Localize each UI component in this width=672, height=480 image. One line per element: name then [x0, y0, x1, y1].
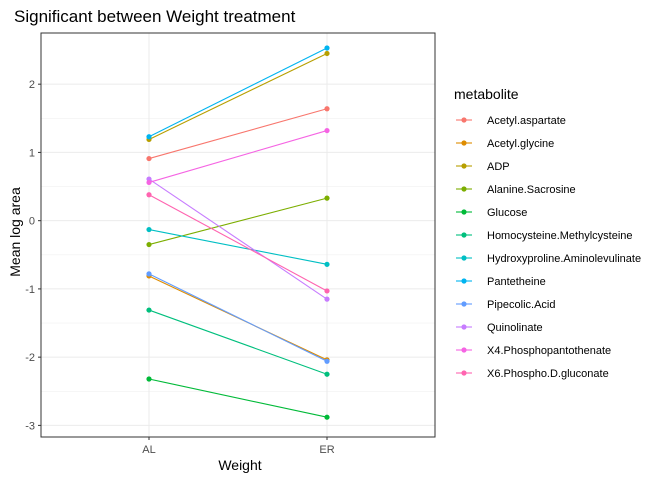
- y-axis-title: Mean log area: [7, 187, 23, 277]
- y-axis-ticks: 2 1 0 -1 -2 -3: [25, 79, 41, 432]
- legend-label: Acetyl.aspartate: [487, 115, 566, 127]
- data-point: [324, 45, 330, 51]
- legend-key-point: [461, 163, 467, 169]
- legend-label: Homocysteine.Methylcysteine: [487, 230, 633, 242]
- data-point: [324, 50, 330, 57]
- x-tick-label: ER: [319, 444, 334, 456]
- legend-label: Pipecolic.Acid: [487, 299, 555, 311]
- legend-label: X6.Phospho.D.gluconate: [487, 368, 609, 380]
- data-point: [324, 414, 330, 420]
- legend-item: Homocysteine.Methylcysteine: [456, 230, 633, 242]
- series-glucose: [146, 376, 330, 420]
- legend-label: Pantetheine: [487, 276, 546, 288]
- legend-item: Hydroxyproline.Aminolevulinate: [456, 253, 641, 265]
- legend-key-point: [461, 209, 467, 215]
- series-layer: [146, 45, 330, 420]
- y-tick-label: 0: [29, 216, 35, 228]
- legend-key-point: [461, 117, 467, 123]
- panel-background: [41, 33, 435, 437]
- legend-key-point: [461, 278, 467, 284]
- legend-label: Alanine.Sacrosine: [487, 184, 576, 196]
- x-axis-ticks: AL ER: [142, 437, 335, 456]
- data-point: [324, 127, 330, 134]
- data-point: [146, 376, 152, 382]
- data-point: [146, 307, 152, 313]
- legend-key-point: [461, 324, 467, 330]
- data-point: [324, 106, 330, 112]
- legend-item: X6.Phospho.D.gluconate: [456, 368, 609, 380]
- series-pipecolic-acid: [146, 271, 330, 364]
- legend-item: Acetyl.aspartate: [456, 115, 566, 127]
- y-tick-label: 2: [29, 79, 35, 91]
- panel-border: [40, 32, 436, 438]
- series-line: [148, 378, 328, 418]
- data-point: [324, 371, 330, 377]
- chart-title: Significant between Weight treatment: [14, 7, 296, 26]
- legend-label: Hydroxyproline.Aminolevulinate: [487, 253, 641, 265]
- x-tick-label: AL: [142, 444, 155, 456]
- legend-label: Glucose: [487, 207, 527, 219]
- y-tick-label: 1: [29, 147, 35, 159]
- data-point: [146, 271, 152, 277]
- legend-label: Quinolinate: [487, 322, 543, 334]
- data-point: [146, 134, 152, 140]
- y-tick-label: -3: [25, 420, 35, 432]
- series-line: [148, 178, 328, 300]
- legend-item: Pipecolic.Acid: [456, 299, 555, 311]
- series-line: [148, 52, 328, 140]
- y-tick-label: -2: [25, 352, 35, 364]
- plot-panel: [40, 32, 436, 438]
- data-point: [146, 155, 152, 162]
- series-pantetheine: [146, 45, 330, 140]
- data-point: [146, 226, 152, 233]
- legend-item: ADP: [456, 161, 510, 173]
- series-alanine-sacrosine: [146, 195, 330, 248]
- legend-item: Glucose: [456, 207, 527, 219]
- y-tick-label: -1: [25, 284, 35, 296]
- series-line: [148, 197, 328, 246]
- data-point: [324, 288, 330, 294]
- x-axis-title: Weight: [218, 457, 261, 473]
- legend-label: Acetyl.glycine: [487, 138, 554, 150]
- series-line: [148, 309, 328, 375]
- legend-key-point: [461, 301, 467, 307]
- legend-label: X4.Phosphopantothenate: [487, 345, 611, 357]
- series-line: [148, 47, 328, 138]
- legend-item: Pantetheine: [456, 276, 546, 288]
- legend-key-point: [461, 186, 467, 192]
- legend-item: Acetyl.glycine: [456, 138, 554, 150]
- data-point: [324, 358, 330, 364]
- series-x6-phospho-d-gluconate: [146, 192, 330, 294]
- data-point: [146, 241, 152, 248]
- data-point: [324, 261, 330, 267]
- legend-item: Quinolinate: [456, 322, 543, 334]
- legend-key-point: [461, 347, 467, 353]
- series-hydroxyproline-aminolevulinate: [146, 226, 330, 267]
- legend-item: Alanine.Sacrosine: [456, 184, 576, 196]
- data-point: [146, 179, 152, 186]
- legend-item: X4.Phosphopantothenate: [456, 345, 611, 357]
- series-line: [148, 273, 328, 362]
- legend-title: metabolite: [454, 86, 519, 102]
- series-line: [148, 194, 328, 292]
- legend-label: ADP: [487, 161, 510, 173]
- series-line: [148, 130, 328, 183]
- data-point: [324, 195, 330, 201]
- legend: metabolite Acetyl.aspartate Acetyl.glycin…: [454, 86, 641, 380]
- data-point: [146, 192, 152, 198]
- series-line: [148, 229, 328, 265]
- legend-key-point: [461, 255, 467, 261]
- series-line: [148, 108, 328, 160]
- legend-key-point: [461, 370, 467, 376]
- series-x4-phosphopantothenate: [146, 127, 330, 186]
- series-acetyl-aspartate: [146, 106, 330, 162]
- data-point: [324, 296, 330, 302]
- legend-key-point: [461, 140, 467, 146]
- legend-key-point: [461, 232, 467, 238]
- series-homocysteine-methylcysteine: [146, 307, 330, 377]
